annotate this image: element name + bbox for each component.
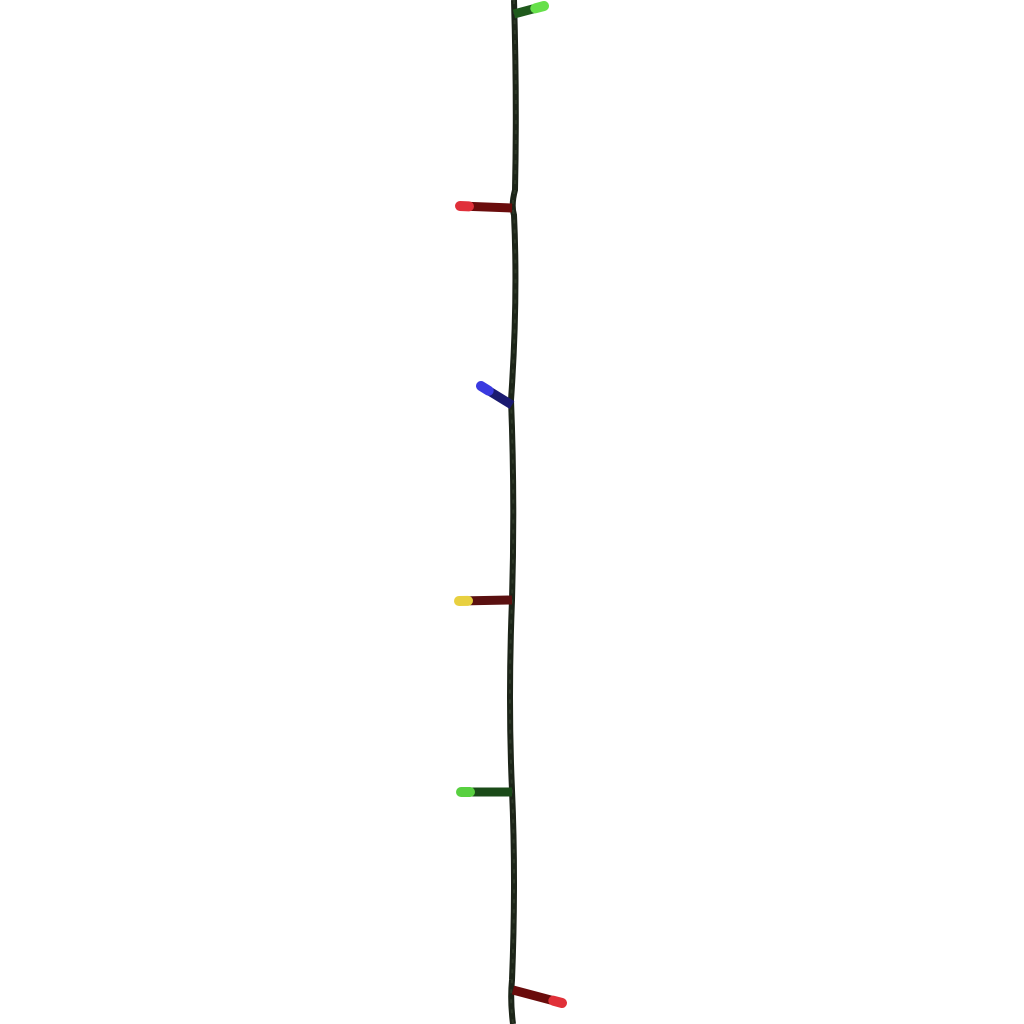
bulb-led	[548, 995, 567, 1008]
cable-twist	[509, 0, 517, 1024]
bulb-yellow	[454, 595, 513, 606]
bulb-red	[455, 201, 513, 213]
bulb-green	[512, 1, 549, 19]
bulb-red	[511, 985, 567, 1008]
bulb-blue	[476, 381, 515, 409]
bulb-led	[476, 381, 494, 396]
bulb-led	[530, 1, 549, 14]
